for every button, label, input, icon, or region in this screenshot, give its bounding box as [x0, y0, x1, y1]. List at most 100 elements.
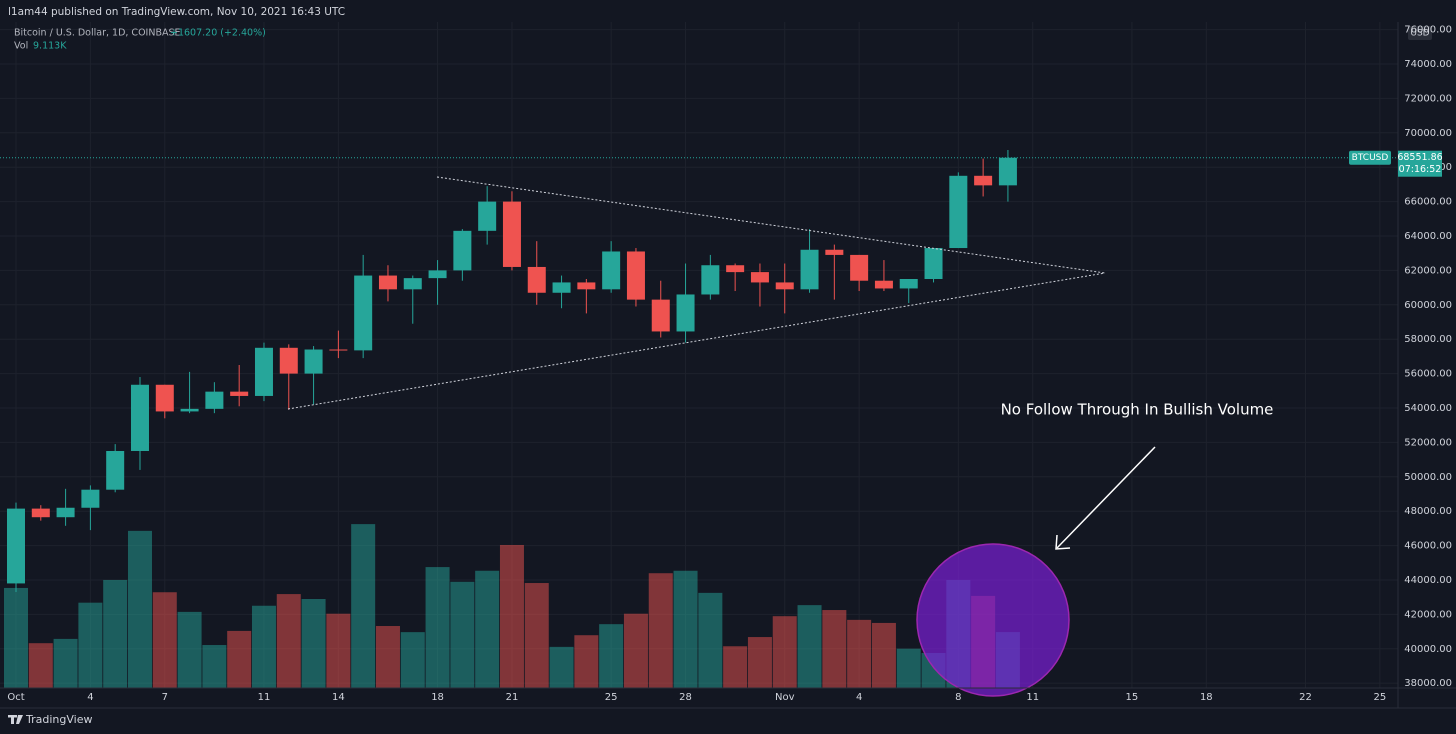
- volume-bar: [3, 587, 28, 688]
- candle-body: [155, 384, 174, 412]
- volume-bar: [103, 579, 128, 688]
- y-tick-label: 38000.00: [1404, 678, 1452, 689]
- x-tick-label: 21: [506, 692, 519, 703]
- highlight-circle: [916, 543, 1070, 697]
- volume-bar: [648, 573, 673, 688]
- candle-body: [726, 265, 745, 273]
- currency-box: [1408, 26, 1432, 40]
- candle-body: [527, 266, 546, 293]
- candle-body: [924, 248, 943, 279]
- price-tag: [1398, 150, 1442, 177]
- candle-body: [998, 157, 1017, 186]
- logo: [8, 715, 23, 724]
- x-tick-label: 15: [1126, 692, 1139, 703]
- candle-body: [676, 294, 695, 332]
- volume-bar: [127, 530, 152, 688]
- volume-bar: [499, 544, 524, 688]
- volume-bar: [177, 611, 202, 688]
- x-tick-label: 22: [1299, 692, 1312, 703]
- x-tick-label: 7: [162, 692, 168, 703]
- candle-body: [453, 230, 472, 271]
- volume-bar: [673, 570, 698, 688]
- x-tick-label: 11: [1026, 692, 1039, 703]
- candle-body: [205, 391, 224, 409]
- y-tick-label: 54000.00: [1404, 403, 1452, 414]
- candle-body: [354, 275, 373, 351]
- symbol-tag-text: BTCUSD: [1352, 153, 1389, 163]
- candle-body: [428, 270, 447, 279]
- price-tag-value: 68551.86: [1397, 152, 1442, 163]
- volume-bar: [152, 592, 177, 688]
- volume-bar: [772, 616, 797, 688]
- volume-bar: [723, 646, 748, 688]
- candle-body: [651, 299, 670, 332]
- y-tick-label: 72000.00: [1404, 93, 1452, 104]
- y-tick-label: 56000.00: [1404, 369, 1452, 380]
- volume-bar: [425, 567, 450, 688]
- y-tick-label: 70000.00: [1404, 128, 1452, 139]
- candle-body: [6, 508, 25, 584]
- x-tick-label: Oct: [7, 692, 24, 703]
- arrow: [1056, 446, 1156, 549]
- currency: USD: [1410, 29, 1429, 39]
- volume-bar: [871, 622, 896, 688]
- y-tick-label: 48000.00: [1404, 506, 1452, 517]
- candle-body: [329, 349, 348, 351]
- volume-bar: [475, 570, 500, 688]
- volume-value: 9.113K: [33, 41, 67, 52]
- x-tick-label: 18: [431, 692, 444, 703]
- y-tick-label: 42000.00: [1404, 609, 1452, 620]
- price-tag-countdown: 07:16:52: [1399, 164, 1442, 175]
- y-tick-label: 62000.00: [1404, 265, 1452, 276]
- trend-line: [436, 176, 1106, 274]
- brand: TradingView: [25, 713, 92, 726]
- candle-body: [502, 201, 521, 267]
- x-tick-label: 25: [605, 692, 618, 703]
- x-tick-label: 18: [1200, 692, 1213, 703]
- candle-body: [304, 349, 323, 374]
- volume-bar: [28, 643, 53, 688]
- candle-body: [775, 282, 794, 290]
- candle-body: [106, 450, 125, 490]
- volume-bar: [698, 592, 723, 688]
- volume-bar: [78, 602, 103, 688]
- y-tick-label: 64000.00: [1404, 231, 1452, 242]
- candle-body: [899, 278, 918, 289]
- x-tick-label: 4: [87, 692, 93, 703]
- volume-bar: [301, 598, 326, 688]
- volume-bar: [822, 610, 847, 688]
- symbol: Bitcoin / U.S. Dollar, 1D, COINBASE: [14, 28, 181, 39]
- x-tick-label: 28: [679, 692, 692, 703]
- y-tick-label: 58000.00: [1404, 334, 1452, 345]
- candle-body: [949, 175, 968, 249]
- candle-body: [230, 391, 249, 396]
- candle-body: [577, 282, 596, 290]
- candle-body: [701, 265, 720, 295]
- volume-bar: [53, 638, 78, 688]
- publisher: l1am44 published on TradingView.com, Nov…: [8, 6, 345, 18]
- candle-body: [279, 347, 298, 374]
- y-tick-label: 74000.00: [1404, 59, 1452, 70]
- y-tick-label: 52000.00: [1404, 437, 1452, 448]
- y-tick-label: 40000.00: [1404, 644, 1452, 655]
- volume-bar: [599, 624, 624, 688]
- candle-body: [750, 272, 769, 283]
- volume-bar: [202, 645, 227, 688]
- candle-body: [552, 282, 571, 293]
- x-tick-label: 11: [258, 692, 271, 703]
- candle-body: [850, 254, 869, 281]
- candle-body: [626, 251, 645, 300]
- volume-label: Vol: [14, 41, 28, 52]
- arrow-head: [1055, 534, 1071, 550]
- y-tick-label: 44000.00: [1404, 575, 1452, 586]
- volume-bar: [276, 594, 301, 688]
- volume-bar: [375, 626, 400, 688]
- symbol-tag: [1349, 150, 1391, 165]
- x-tick-label: 8: [955, 692, 961, 703]
- y-tick-label: 46000.00: [1404, 541, 1452, 552]
- volume-bar: [797, 605, 822, 688]
- candle-body: [180, 408, 199, 412]
- annotation: No Follow Through In Bullish Volume: [1001, 401, 1274, 419]
- volume-bar: [896, 648, 921, 688]
